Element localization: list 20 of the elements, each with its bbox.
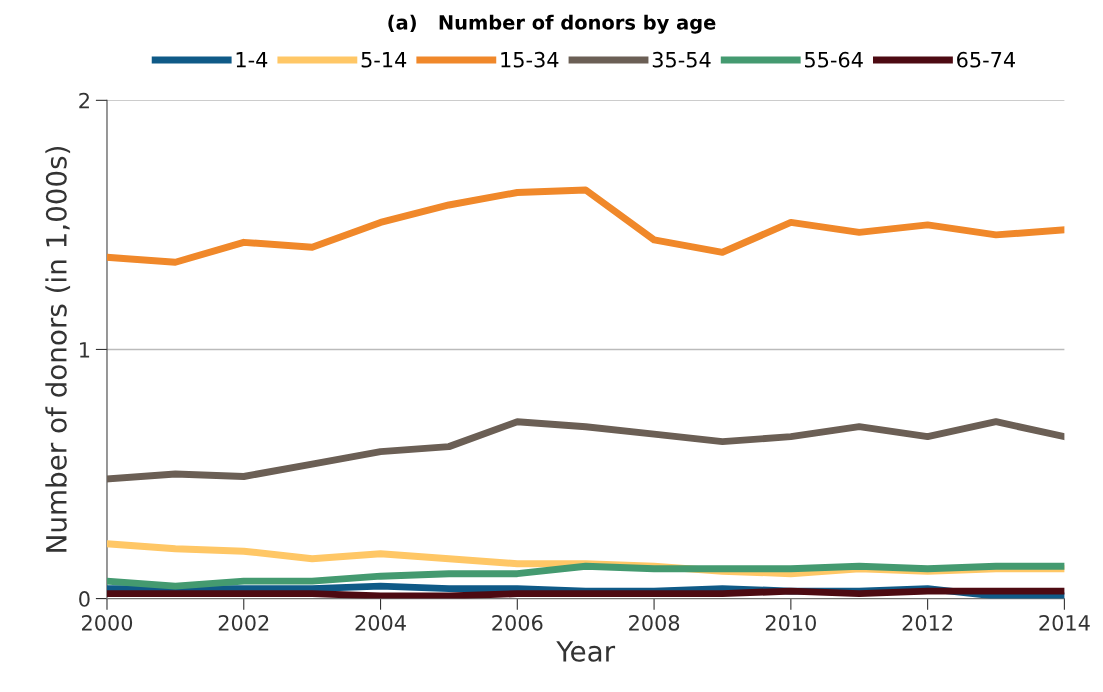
legend-label: 15-34 — [501, 51, 559, 68]
x-tick-label: 2012 — [902, 614, 953, 631]
x-tick-label: 2010 — [765, 614, 816, 631]
x-axis-title: Year — [556, 641, 616, 662]
y-axis-title: Number of donors (in 1,000s) — [45, 146, 71, 552]
y-tick-label: 0 — [79, 591, 90, 607]
y-tick-label: 2 — [79, 92, 89, 109]
legend-label: 1-4 — [236, 52, 268, 68]
legend-label: 65-74 — [957, 51, 1015, 68]
x-tick-label: 2000 — [82, 614, 133, 631]
x-tick-label: 2004 — [355, 614, 406, 631]
x-tick-label: 2014 — [1039, 614, 1090, 631]
legend-label: 55-64 — [805, 51, 863, 68]
legend-label: 35-54 — [652, 51, 711, 68]
x-tick-label: 2002 — [218, 614, 269, 631]
chart-title: (a) Number of donors by age — [388, 14, 716, 34]
legend-label: 5-14 — [361, 52, 407, 68]
y-tick-label: 1 — [80, 342, 90, 358]
x-tick-label: 2006 — [492, 614, 543, 631]
x-tick-label: 2008 — [629, 614, 680, 631]
